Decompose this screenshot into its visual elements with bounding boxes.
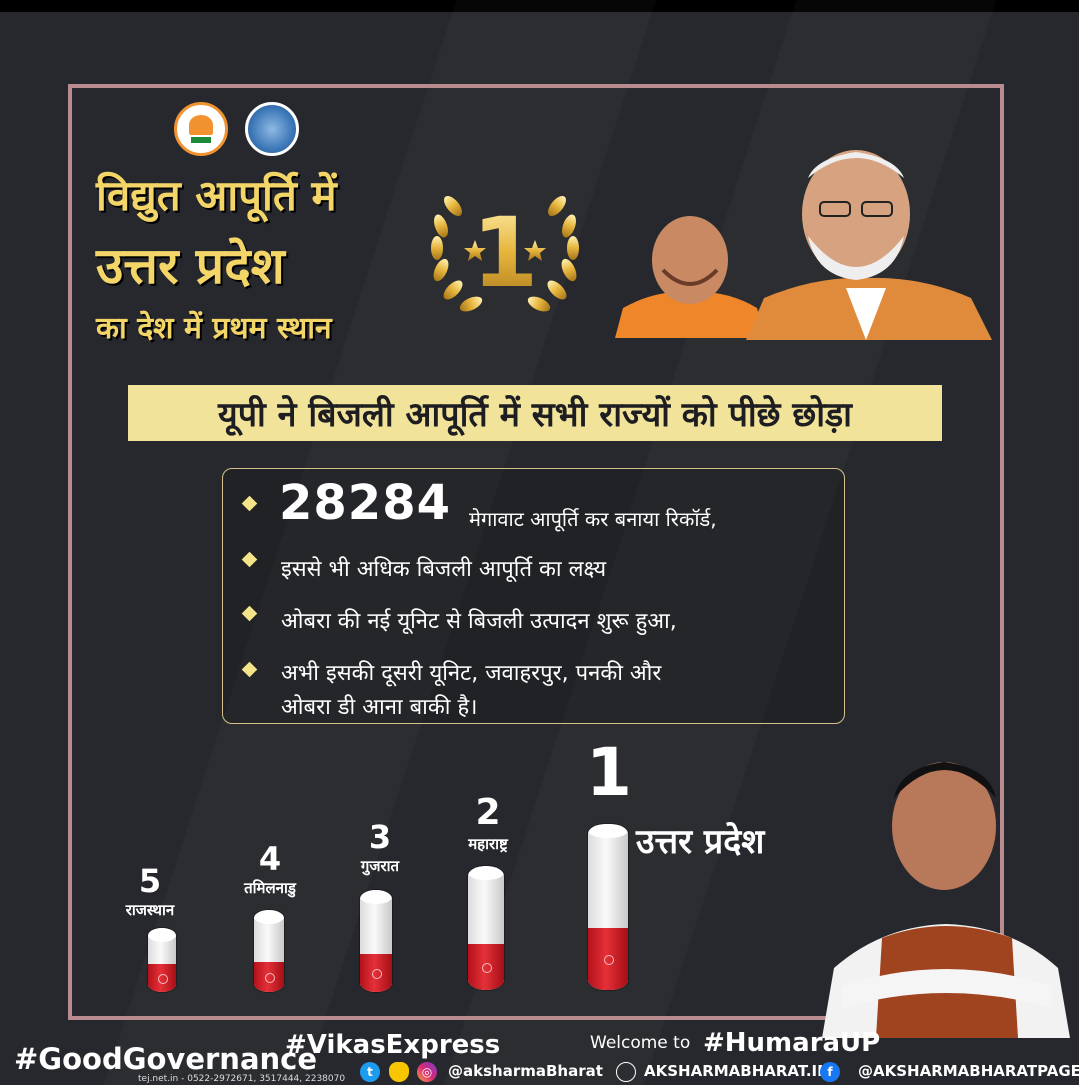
up-emblem xyxy=(245,102,299,156)
info-point: मेगावाट आपूर्ति कर बनाया रिकॉर्ड, xyxy=(469,507,717,531)
twitter-icon[interactable]: t xyxy=(360,1062,380,1082)
rank-bar xyxy=(148,928,176,992)
instagram-icon[interactable]: ◎ xyxy=(417,1062,437,1082)
facebook-icon[interactable]: f xyxy=(820,1062,840,1082)
portrait-ak-sharma xyxy=(822,762,1070,1038)
portrait-modi xyxy=(746,150,992,340)
rank-state-label: राजस्थान xyxy=(125,901,175,919)
snapchat-icon[interactable] xyxy=(389,1062,409,1082)
rank-state-label: महाराष्ट्र xyxy=(468,835,508,853)
bullet-icon xyxy=(241,495,259,513)
rank-bar xyxy=(468,866,504,990)
rank-number: 1 xyxy=(586,734,632,811)
title-line-3: का देश में प्रथम स्थान xyxy=(96,311,332,346)
hashtag-humaraup: #HumaraUP xyxy=(703,1028,881,1058)
rank-number: 3 xyxy=(368,818,392,856)
rank-state-label: उत्तर प्रदेश xyxy=(636,822,765,862)
headline-banner: यूपी ने बिजली आपूर्ति में सभी राज्यों को… xyxy=(128,385,942,441)
hashtag-vikasexpress: #VikasExpress xyxy=(285,1030,501,1060)
title-line-1: विद्युत आपूर्ति में xyxy=(96,171,337,220)
rank-bar xyxy=(588,824,628,990)
website-link[interactable]: AKSHARMABHARAT.IN xyxy=(644,1062,830,1080)
welcome-text: Welcome to xyxy=(590,1033,691,1053)
bullet-icon xyxy=(241,551,259,569)
title-line-2: उत्तर प्रदेश xyxy=(96,237,285,295)
bullet-icon xyxy=(241,605,259,623)
badge-rank: 1 xyxy=(472,197,539,309)
top-bar xyxy=(0,0,1079,12)
laurel-badge-icon: 1 xyxy=(431,196,579,312)
info-box: 28284 मेगावाट आपूर्ति कर बनाया रिकॉर्ड, … xyxy=(222,468,845,724)
bullet-icon xyxy=(241,661,259,679)
rank-bar xyxy=(360,890,392,992)
megawatt-figure: 28284 xyxy=(279,475,451,531)
rank-number: 4 xyxy=(258,840,282,878)
rank-state-label: गुजरात xyxy=(360,857,400,875)
facebook-handle[interactable]: @AKSHARMABHARATPAGE xyxy=(858,1062,1079,1080)
rank-number: 5 xyxy=(138,862,162,900)
info-point: इससे भी अधिक बिजली आपूर्ति का लक्ष्य xyxy=(281,557,607,582)
phone-numbers: tej.net.in - 0522-2972671, 3517444, 2238… xyxy=(138,1074,346,1084)
rank-number: 2 xyxy=(475,792,501,833)
headline-text: यूपी ने बिजली आपूर्ति में सभी राज्यों को… xyxy=(217,395,852,435)
bjp-logo xyxy=(174,102,228,156)
rank-state-label: तमिलनाडु xyxy=(244,879,296,897)
social-handle[interactable]: @aksharmaBharat xyxy=(448,1062,603,1080)
info-point: ओबरा की नई यूनिट से बिजली उत्पादन शुरू ह… xyxy=(281,609,677,634)
hashtag-goodgovernance: #GoodGovernance xyxy=(14,1042,318,1076)
rank-bar xyxy=(254,910,284,992)
info-point: ओबरा डी आना बाकी है। xyxy=(281,695,478,720)
portrait-yogi xyxy=(615,216,765,338)
poster-frame xyxy=(68,84,1004,1020)
info-point: अभी इसकी दूसरी यूनिट, जवाहरपुर, पनकी और xyxy=(281,661,662,686)
globe-icon xyxy=(616,1062,636,1082)
